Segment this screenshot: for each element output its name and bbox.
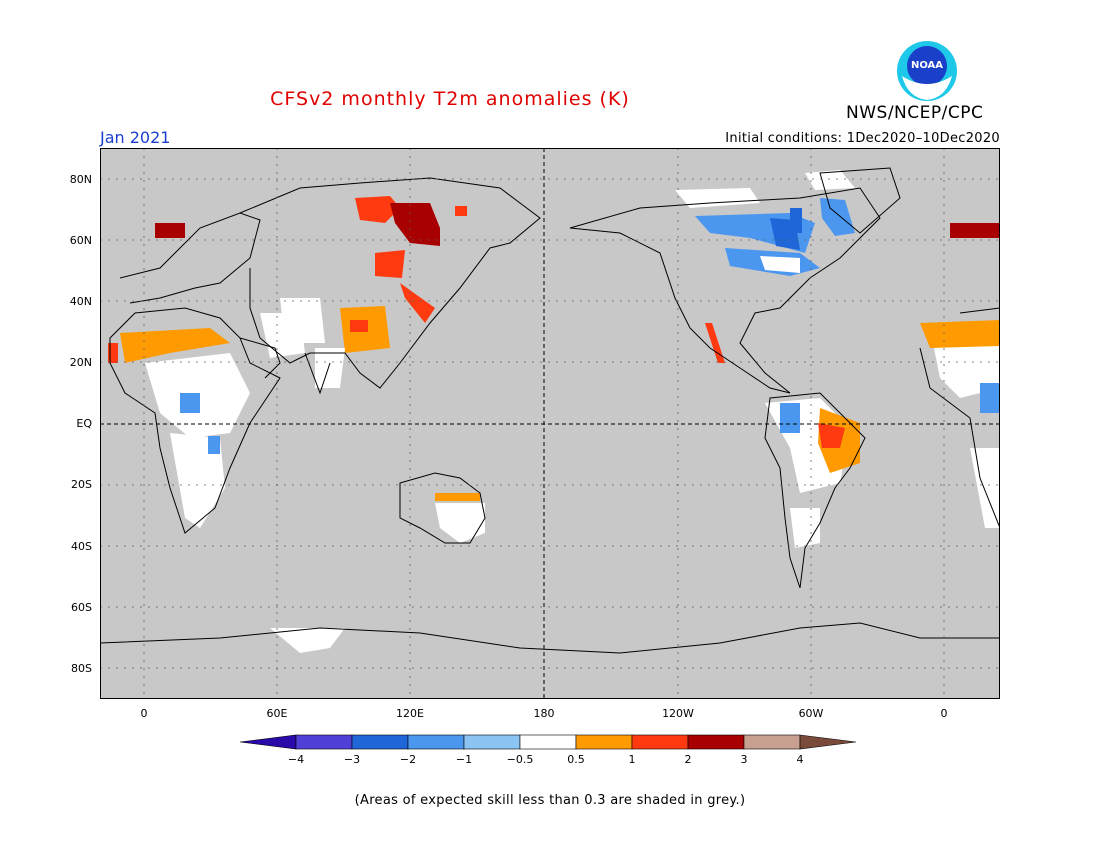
noaa-logo: NOAA	[897, 41, 957, 101]
colorbar-low-arrow	[240, 734, 297, 750]
y-tick-label: 20S	[71, 478, 92, 491]
x-tick-label: 0	[140, 707, 148, 720]
anomaly-patches	[108, 170, 1000, 653]
colorbar-label: 3	[741, 753, 748, 766]
colorbar-label: 1	[629, 753, 636, 766]
x-tick-label: 120E	[396, 707, 424, 720]
colorbar-cell	[295, 734, 353, 750]
colorbar-cell	[743, 734, 801, 750]
y-tick-label: 80N	[69, 173, 92, 186]
colorbar-label: −1	[456, 753, 472, 766]
forecast-month: Jan 2021	[100, 128, 171, 147]
colorbar-cell	[463, 734, 521, 750]
colorbar-cell	[351, 734, 409, 750]
color-bar: −4 −3 −2 −1 −0.5 0.5 1 2 3 4	[240, 734, 857, 766]
colorbar-cell	[631, 734, 689, 750]
y-tick-label: 80S	[71, 662, 92, 675]
x-tick-label: 180	[533, 707, 555, 720]
colorbar-label: 0.5	[567, 753, 585, 766]
x-tick-label: 60E	[266, 707, 288, 720]
anomaly-map	[100, 148, 1000, 699]
logo-text: NOAA	[911, 60, 943, 71]
y-tick-label: 40N	[69, 295, 92, 308]
colorbar-cell	[687, 734, 745, 750]
initial-conditions: Initial conditions: 1Dec2020–10Dec2020	[725, 131, 1000, 146]
x-tick-label: 0	[940, 707, 948, 720]
x-tick-label: 60W	[798, 707, 824, 720]
organization-label: NWS/NCEP/CPC	[846, 103, 984, 123]
y-tick-label: EQ	[76, 417, 92, 430]
colorbar-label: −2	[400, 753, 416, 766]
y-tick-label: 60S	[71, 601, 92, 614]
x-tick-label: 120W	[662, 707, 694, 720]
skill-footnote: (Areas of expected skill less than 0.3 a…	[354, 793, 746, 808]
colorbar-cell	[519, 734, 577, 750]
colorbar-label: 4	[797, 753, 804, 766]
colorbar-label: −3	[344, 753, 360, 766]
colorbar-cell	[575, 734, 633, 750]
y-tick-label: 60N	[69, 234, 92, 247]
coastlines	[100, 167, 1000, 654]
grid	[100, 148, 1000, 699]
y-tick-label: 40S	[71, 540, 92, 553]
colorbar-label: 2	[685, 753, 692, 766]
colorbar-label: −0.5	[507, 753, 534, 766]
map-title: CFSv2 monthly T2m anomalies (K)	[270, 88, 630, 110]
colorbar-cell	[407, 734, 465, 750]
colorbar-high-arrow	[799, 734, 857, 750]
colorbar-label: −4	[288, 753, 304, 766]
y-tick-label: 20N	[69, 356, 92, 369]
